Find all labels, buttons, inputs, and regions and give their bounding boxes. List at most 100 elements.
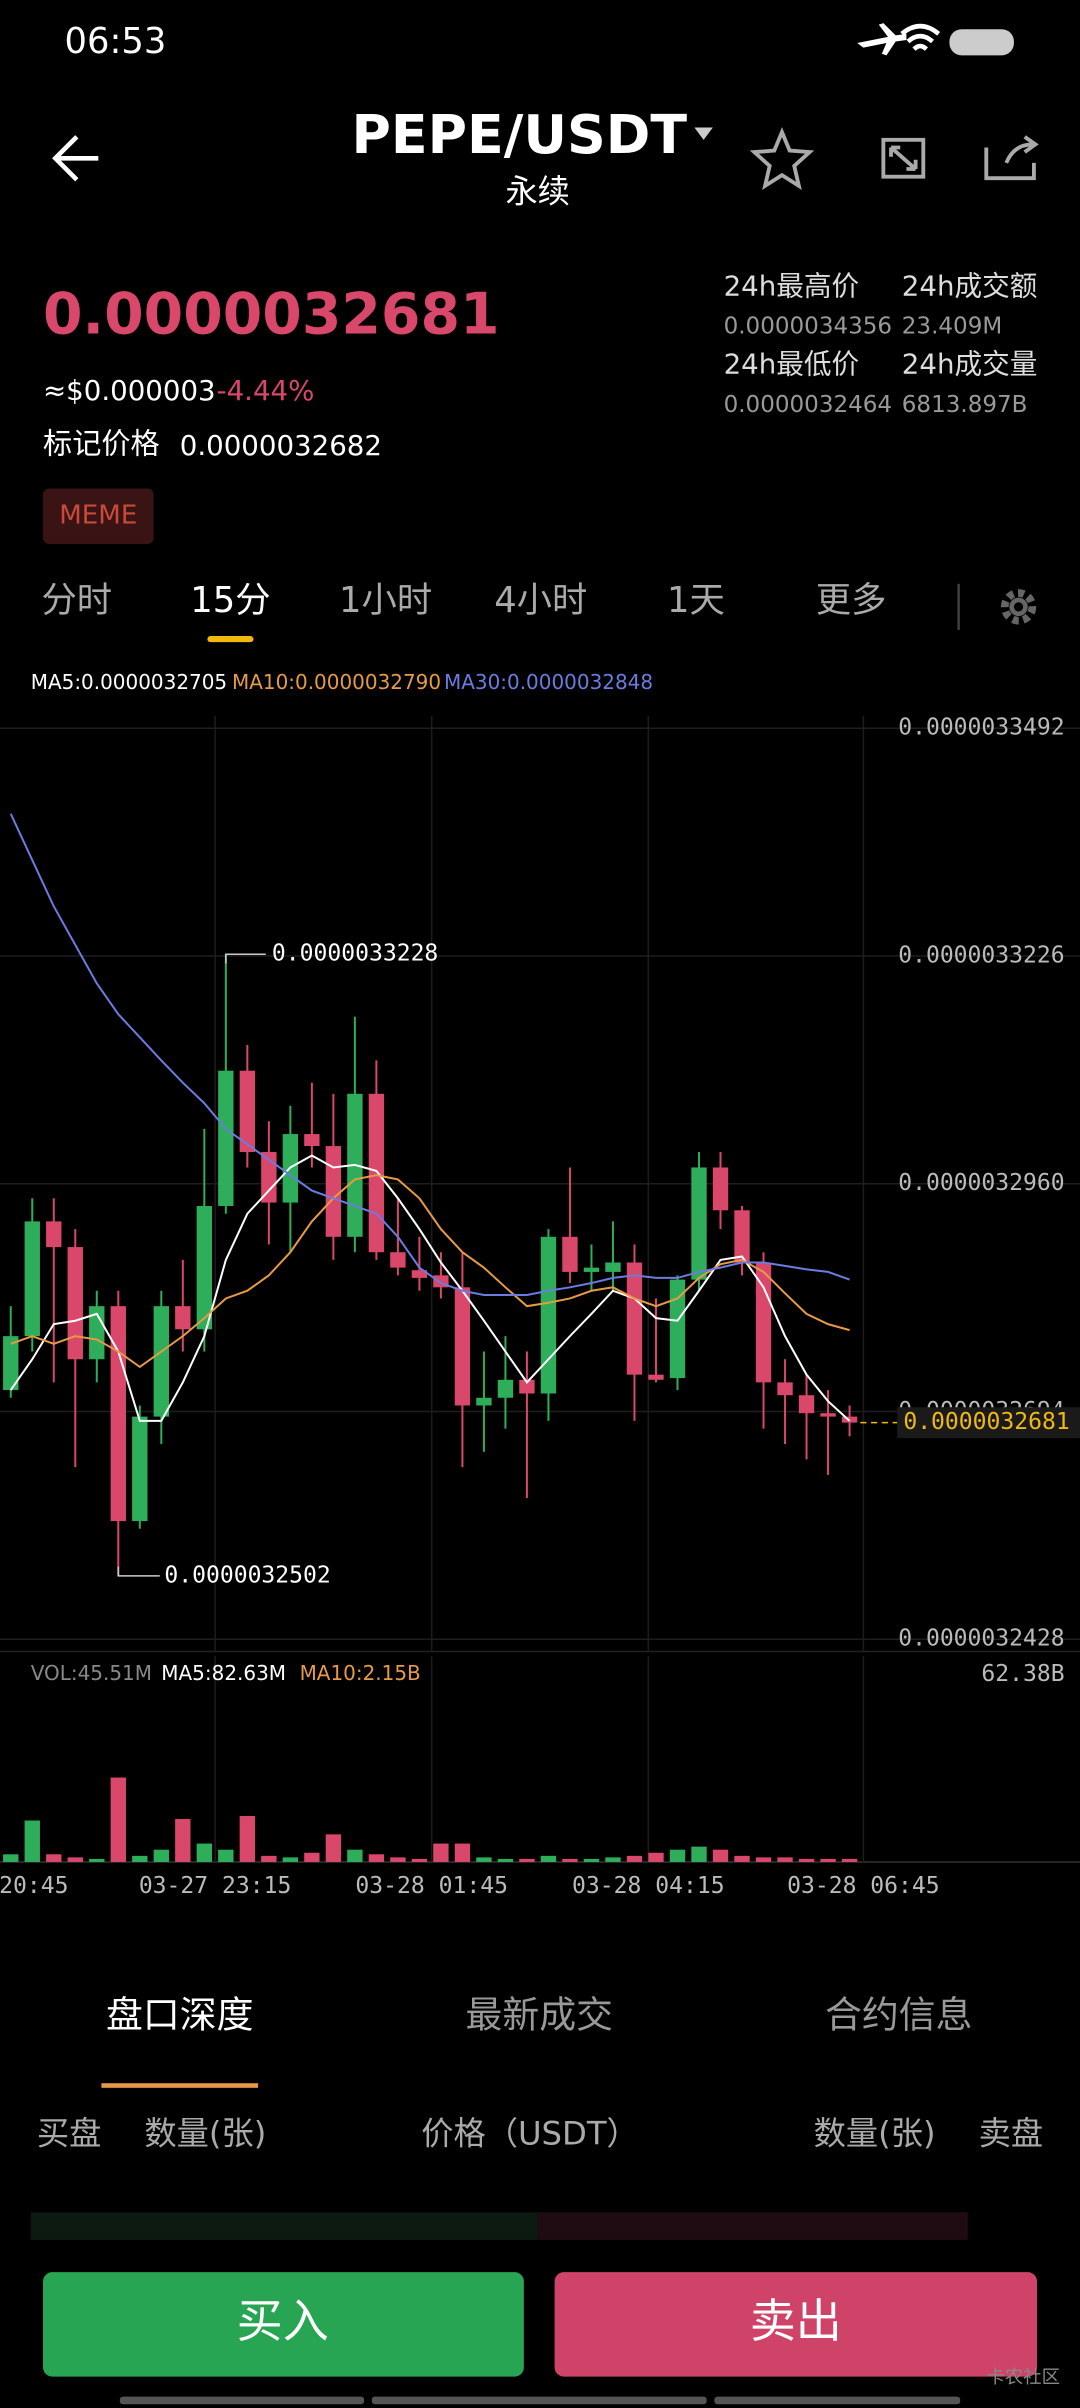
candle-body (390, 1252, 406, 1268)
stat-value: 0.0000034356 (724, 314, 893, 340)
volume-bar (841, 1858, 858, 1862)
tab-underline (101, 2083, 259, 2088)
low-pointer (117, 1566, 160, 1577)
interval-tab[interactable]: 4小时 (494, 580, 587, 621)
buy-label[interactable]: 买入 (237, 2294, 329, 2348)
battery-icon (949, 29, 1014, 56)
column-header: 数量(张) (814, 2114, 936, 2152)
candle-body (734, 1210, 750, 1263)
volume-bar (820, 1858, 836, 1862)
volume-bar (67, 1857, 83, 1862)
interval-tab[interactable]: 1天 (667, 580, 725, 621)
volume-bar (218, 1849, 234, 1862)
volume-bar (239, 1816, 256, 1862)
candle-body (132, 1416, 148, 1522)
candle-body (196, 1205, 213, 1330)
stat-label: 24h最低价 (724, 348, 860, 381)
fullscreen-button[interactable] (881, 137, 926, 179)
last-price-label: 0.0000032681 (903, 1409, 1069, 1435)
interval-tab[interactable]: 更多 (816, 580, 887, 621)
candle-body (820, 1413, 836, 1417)
dropdown-arrow[interactable] (694, 127, 713, 140)
volume-bar (110, 1777, 126, 1862)
x-tick-label: 03-28 06:45 (787, 1873, 940, 1899)
ma-line (9, 1154, 851, 1422)
settings-button[interactable] (1000, 589, 1037, 625)
volume-bar (196, 1843, 213, 1862)
volume-tick-label: 62.38B (981, 1661, 1064, 1687)
candle-body (669, 1279, 686, 1379)
sell-label[interactable]: 卖出 (750, 2294, 842, 2348)
volume-bar (562, 1858, 578, 1862)
section-tab[interactable]: 盘口深度 (106, 1994, 253, 2037)
candle-body (605, 1262, 621, 1272)
clock: 06:53 (65, 21, 167, 62)
mark-price-label: 标记价格 (43, 427, 160, 461)
low-label: 0.0000032502 (164, 1562, 330, 1588)
volume-bar (433, 1843, 449, 1862)
section-tab[interactable]: 合约信息 (825, 1994, 972, 2037)
candle-body (325, 1146, 342, 1237)
favorite-button[interactable] (749, 127, 815, 191)
volume-bar (583, 1858, 600, 1862)
stat-label: 24h成交额 (902, 269, 1038, 302)
last-price: 0.0000032681 (43, 282, 500, 348)
volume-bar (454, 1843, 471, 1862)
legend-entry: MA30:0.0000032848 (444, 670, 653, 694)
candle-body (519, 1379, 535, 1394)
volume-bar (476, 1857, 492, 1862)
candle-body (67, 1247, 83, 1360)
volume-bar (46, 1854, 62, 1862)
candle-body (153, 1306, 169, 1417)
candle-body (562, 1236, 578, 1272)
volume-bar (540, 1855, 557, 1862)
column-header: 卖盘 (979, 2114, 1044, 2152)
interval-tab[interactable]: 分时 (41, 580, 112, 621)
buy-button[interactable] (43, 2272, 524, 2377)
candle-body (648, 1374, 664, 1380)
volume-bar (390, 1857, 406, 1862)
volume-bar (777, 1857, 793, 1862)
sell-button[interactable] (554, 2272, 1037, 2377)
high-pointer (225, 953, 266, 964)
column-header: 价格（USDT） (421, 2114, 639, 2152)
candle-body (691, 1167, 707, 1280)
usd-price: ≈$0.000003 (43, 374, 216, 407)
interval-tab[interactable]: 15分 (190, 580, 270, 621)
candle-body (583, 1267, 600, 1272)
last-price-tag (897, 1407, 1080, 1438)
legend-entry: MA10:0.0000032790 (232, 670, 441, 694)
candle-body (239, 1070, 256, 1153)
volume-bar (261, 1855, 277, 1862)
section-tab[interactable]: 最新成交 (466, 1994, 613, 2037)
stat-value: 23.409M (902, 314, 1002, 340)
x-tick-label: 03-28 01:45 (355, 1873, 508, 1899)
nav-bar (371, 2396, 707, 2405)
depth-bar-ask (537, 2212, 968, 2240)
volume-bar (626, 1855, 643, 1862)
candle-body (433, 1275, 449, 1288)
pair-title[interactable]: PEPE/USDT (352, 103, 688, 166)
interval-underline (207, 636, 254, 643)
share-button[interactable] (984, 135, 1039, 181)
candle-body (540, 1236, 557, 1394)
volume-bar (347, 1849, 363, 1862)
volume-bar (175, 1819, 191, 1862)
volume-bar (282, 1857, 299, 1862)
x-tick-label: 03-27 23:15 (139, 1873, 292, 1899)
volume-bar (669, 1849, 686, 1862)
y-tick-label: 0.0000032960 (898, 1170, 1064, 1196)
candle-body (24, 1221, 40, 1337)
volume-bar (712, 1849, 729, 1862)
nav-bar (119, 2396, 365, 2405)
volume-bar (648, 1852, 664, 1862)
back-button[interactable] (52, 135, 99, 182)
y-tick-label: 0.0000032428 (898, 1626, 1064, 1652)
interval-tab[interactable]: 1小时 (339, 580, 432, 621)
candle-body (798, 1395, 815, 1414)
volume-bar (734, 1855, 750, 1862)
volume-bar (519, 1858, 535, 1862)
ma-line (9, 813, 850, 1297)
high-label: 0.0000033228 (272, 941, 438, 967)
volume-bar (304, 1852, 320, 1862)
